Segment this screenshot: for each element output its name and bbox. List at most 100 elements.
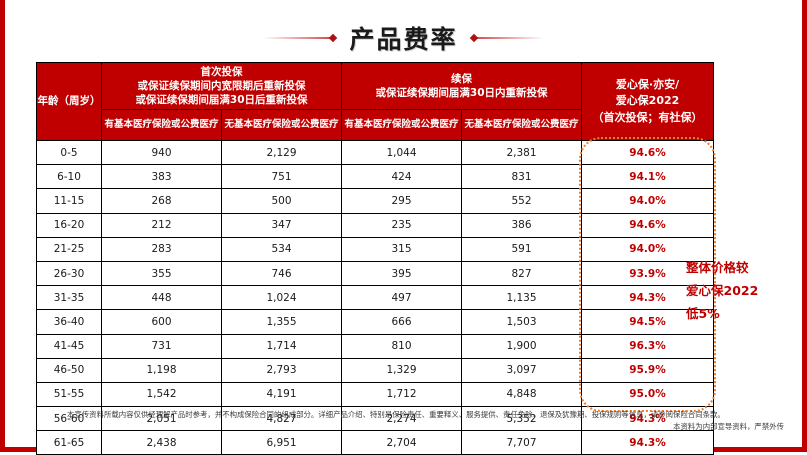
header-group-renewal: 续保 或保证续保期间届满30日内重新投保 — [341, 62, 582, 110]
cell-rate: 500 — [221, 188, 342, 214]
cell-age-range: 36-40 — [36, 309, 102, 335]
cell-rate: 315 — [341, 236, 462, 262]
annotation-line-3: 低5% — [686, 306, 720, 322]
cell-rate: 497 — [341, 285, 462, 311]
cell-ratio: 94.1% — [581, 164, 714, 190]
cell-rate: 235 — [341, 212, 462, 238]
table-row: 46-50 1,198 2,793 1,329 3,097 95.9% — [36, 357, 714, 383]
cell-rate: 1,900 — [461, 333, 582, 359]
header-group-first-purchase: 首次投保 或保证续保期间内宽限期后重新投保 或保证续保期间届满30日后重新投保 — [101, 62, 342, 110]
cell-age-range: 0-5 — [36, 139, 102, 166]
table-row: 41-45 731 1,714 810 1,900 96.3% — [36, 333, 714, 359]
cell-rate: 1,198 — [101, 357, 222, 383]
annotation-line-1: 整体价格较 — [686, 260, 749, 275]
cell-age-range: 46-50 — [36, 357, 102, 383]
cell-rate: 591 — [461, 236, 582, 262]
cell-age-range: 11-15 — [36, 188, 102, 214]
cell-ratio: 94.3% — [581, 285, 714, 311]
cell-rate: 1,355 — [221, 309, 342, 335]
cell-age-range: 6-10 — [36, 164, 102, 190]
cell-rate: 600 — [101, 309, 222, 335]
cell-rate: 731 — [101, 333, 222, 359]
cell-rate: 383 — [101, 164, 222, 190]
cell-rate: 2,274 — [341, 406, 462, 432]
cell-ratio: 95.9% — [581, 357, 714, 383]
subheader-first-without-insurance: 无基本医疗保险或公费医疗 — [221, 109, 342, 141]
table-row: 31-35 448 1,024 497 1,135 94.3% — [36, 285, 714, 311]
cell-rate: 5,352 — [461, 406, 582, 432]
cell-ratio: 94.6% — [581, 139, 714, 166]
title-rule-right — [469, 33, 544, 43]
cell-rate: 4,191 — [221, 381, 342, 408]
cell-rate: 552 — [461, 188, 582, 214]
diamond-icon — [329, 33, 338, 43]
cell-rate: 2,129 — [221, 139, 342, 166]
table-row: 16-20 212 347 235 386 94.6% — [36, 212, 714, 238]
cell-ratio: 96.3% — [581, 333, 714, 359]
cell-rate: 1,024 — [221, 285, 342, 311]
cell-rate: 1,135 — [461, 285, 582, 311]
subheader-renew-without-insurance: 无基本医疗保险或公费医疗 — [461, 109, 582, 141]
cell-ratio: 94.0% — [581, 188, 714, 214]
cell-rate: 2,704 — [341, 430, 462, 455]
cell-rate: 1,542 — [101, 381, 222, 408]
cell-rate: 6,951 — [221, 430, 342, 455]
cell-age-range: 56-60 — [36, 406, 102, 432]
cell-rate: 2,793 — [221, 357, 342, 383]
cell-rate: 1,329 — [341, 357, 462, 383]
cell-ratio: 93.9% — [581, 260, 714, 287]
cell-ratio: 94.5% — [581, 309, 714, 335]
table-row: 61-65 2,438 6,951 2,704 7,707 94.3% — [36, 430, 714, 455]
cell-age-range: 61-65 — [36, 430, 102, 455]
cell-age-range: 21-25 — [36, 236, 102, 262]
table-row: 36-40 600 1,355 666 1,503 94.5% — [36, 309, 714, 335]
table-row: 11-15 268 500 295 552 94.0% — [36, 188, 714, 214]
subheader-first-with-insurance: 有基本医疗保险或公费医疗 — [101, 109, 222, 141]
cell-ratio: 95.0% — [581, 381, 714, 408]
annotation-line-2: 爱心保2022 — [686, 283, 759, 299]
diamond-icon — [469, 33, 478, 43]
cell-rate: 1,044 — [341, 139, 462, 166]
disclaimer: 本宣传资料所载内容仅供经理解产品时参考，并不构成保险合同的组成部分。详细产品介绍… — [67, 409, 784, 433]
cell-rate: 7,707 — [461, 430, 582, 455]
cell-rate: 831 — [461, 164, 582, 190]
cell-rate: 2,051 — [101, 406, 222, 432]
cell-age-range: 41-45 — [36, 333, 102, 359]
header-comparison: 爱心保·亦安/ 爱心保2022 （首次投保；有社保） — [581, 62, 714, 141]
cell-rate: 827 — [461, 260, 582, 287]
cell-rate: 283 — [101, 236, 222, 262]
cell-ratio: 94.0% — [581, 236, 714, 262]
table-body: 0-5 940 2,129 1,044 2,381 94.6% 6-10 383 751 424 8… — [36, 139, 714, 455]
cell-rate: 3,097 — [461, 357, 582, 383]
cell-rate: 268 — [101, 188, 222, 214]
cell-rate: 386 — [461, 212, 582, 238]
header-row-sub: 有基本医疗保险或公费医疗 无基本医疗保险或公费医疗 有基本医疗保险或公费医疗 无… — [37, 109, 714, 141]
table-row: 51-55 1,542 4,191 1,712 4,848 95.0% — [36, 381, 714, 408]
title-rule-left — [263, 33, 338, 43]
cell-rate: 295 — [341, 188, 462, 214]
table-row: 0-5 940 2,129 1,044 2,381 94.6% — [36, 139, 714, 166]
cell-age-range: 16-20 — [36, 212, 102, 238]
cell-rate: 534 — [221, 236, 342, 262]
cell-rate: 4,848 — [461, 381, 582, 408]
cell-rate: 2,438 — [101, 430, 222, 455]
cell-rate: 448 — [101, 285, 222, 311]
rate-table-wrap: 年龄（周岁） 首次投保 或保证续保期间内宽限期后重新投保 或保证续保期间届满30… — [36, 62, 716, 455]
table-row: 6-10 383 751 424 831 94.1% — [36, 164, 714, 190]
cell-rate: 1,712 — [341, 381, 462, 408]
title-bar: 产品费率 — [5, 20, 802, 56]
cell-rate: 1,503 — [461, 309, 582, 335]
cell-rate: 395 — [341, 260, 462, 287]
cell-rate: 751 — [221, 164, 342, 190]
header-age: 年龄（周岁） — [36, 62, 102, 141]
cell-rate: 212 — [101, 212, 222, 238]
disclaimer-line-2: 本资料为内部宣导资料，严禁外传 — [673, 421, 784, 431]
cell-rate: 424 — [341, 164, 462, 190]
cell-rate: 347 — [221, 212, 342, 238]
subheader-renew-with-insurance: 有基本医疗保险或公费医疗 — [341, 109, 462, 141]
cell-rate: 1,714 — [221, 333, 342, 359]
cell-rate: 355 — [101, 260, 222, 287]
cell-rate: 4,827 — [221, 406, 342, 432]
cell-rate: 2,381 — [461, 139, 582, 166]
